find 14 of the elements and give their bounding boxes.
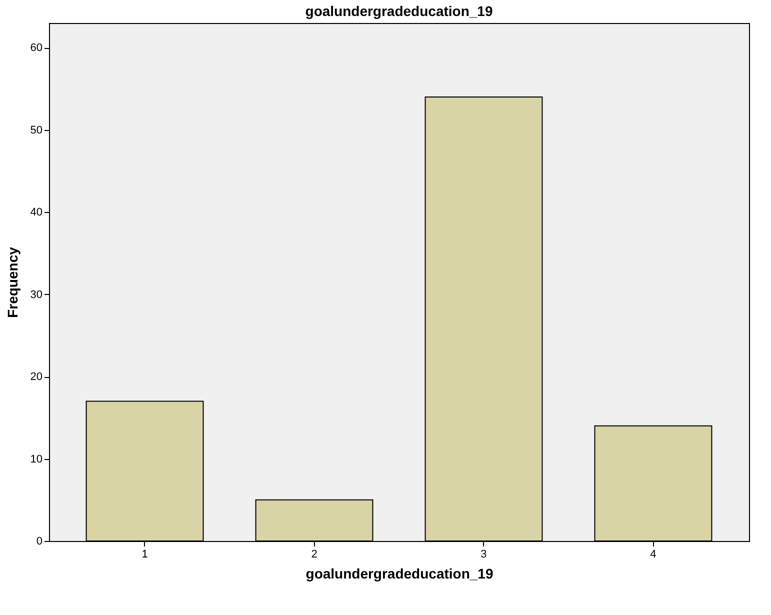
x-axis-title: goalundergradeducation_19	[306, 566, 494, 582]
y-tick-label: 60	[30, 42, 42, 54]
x-tick-label: 4	[650, 548, 656, 560]
chart-title: goalundergradeducation_19	[305, 3, 493, 19]
y-tick-label: 10	[30, 453, 42, 466]
y-tick-label: 30	[30, 288, 42, 301]
x-tick-label: 2	[311, 548, 318, 560]
x-tick-label: 1	[142, 548, 148, 560]
y-tick-label: 0	[36, 536, 42, 548]
x-tick-label: 3	[480, 548, 487, 560]
y-axis-title: Frequency	[4, 246, 20, 318]
y-tick-label: 20	[30, 371, 42, 384]
y-tick-label: 40	[30, 206, 42, 219]
y-tick-label: 50	[30, 124, 42, 136]
